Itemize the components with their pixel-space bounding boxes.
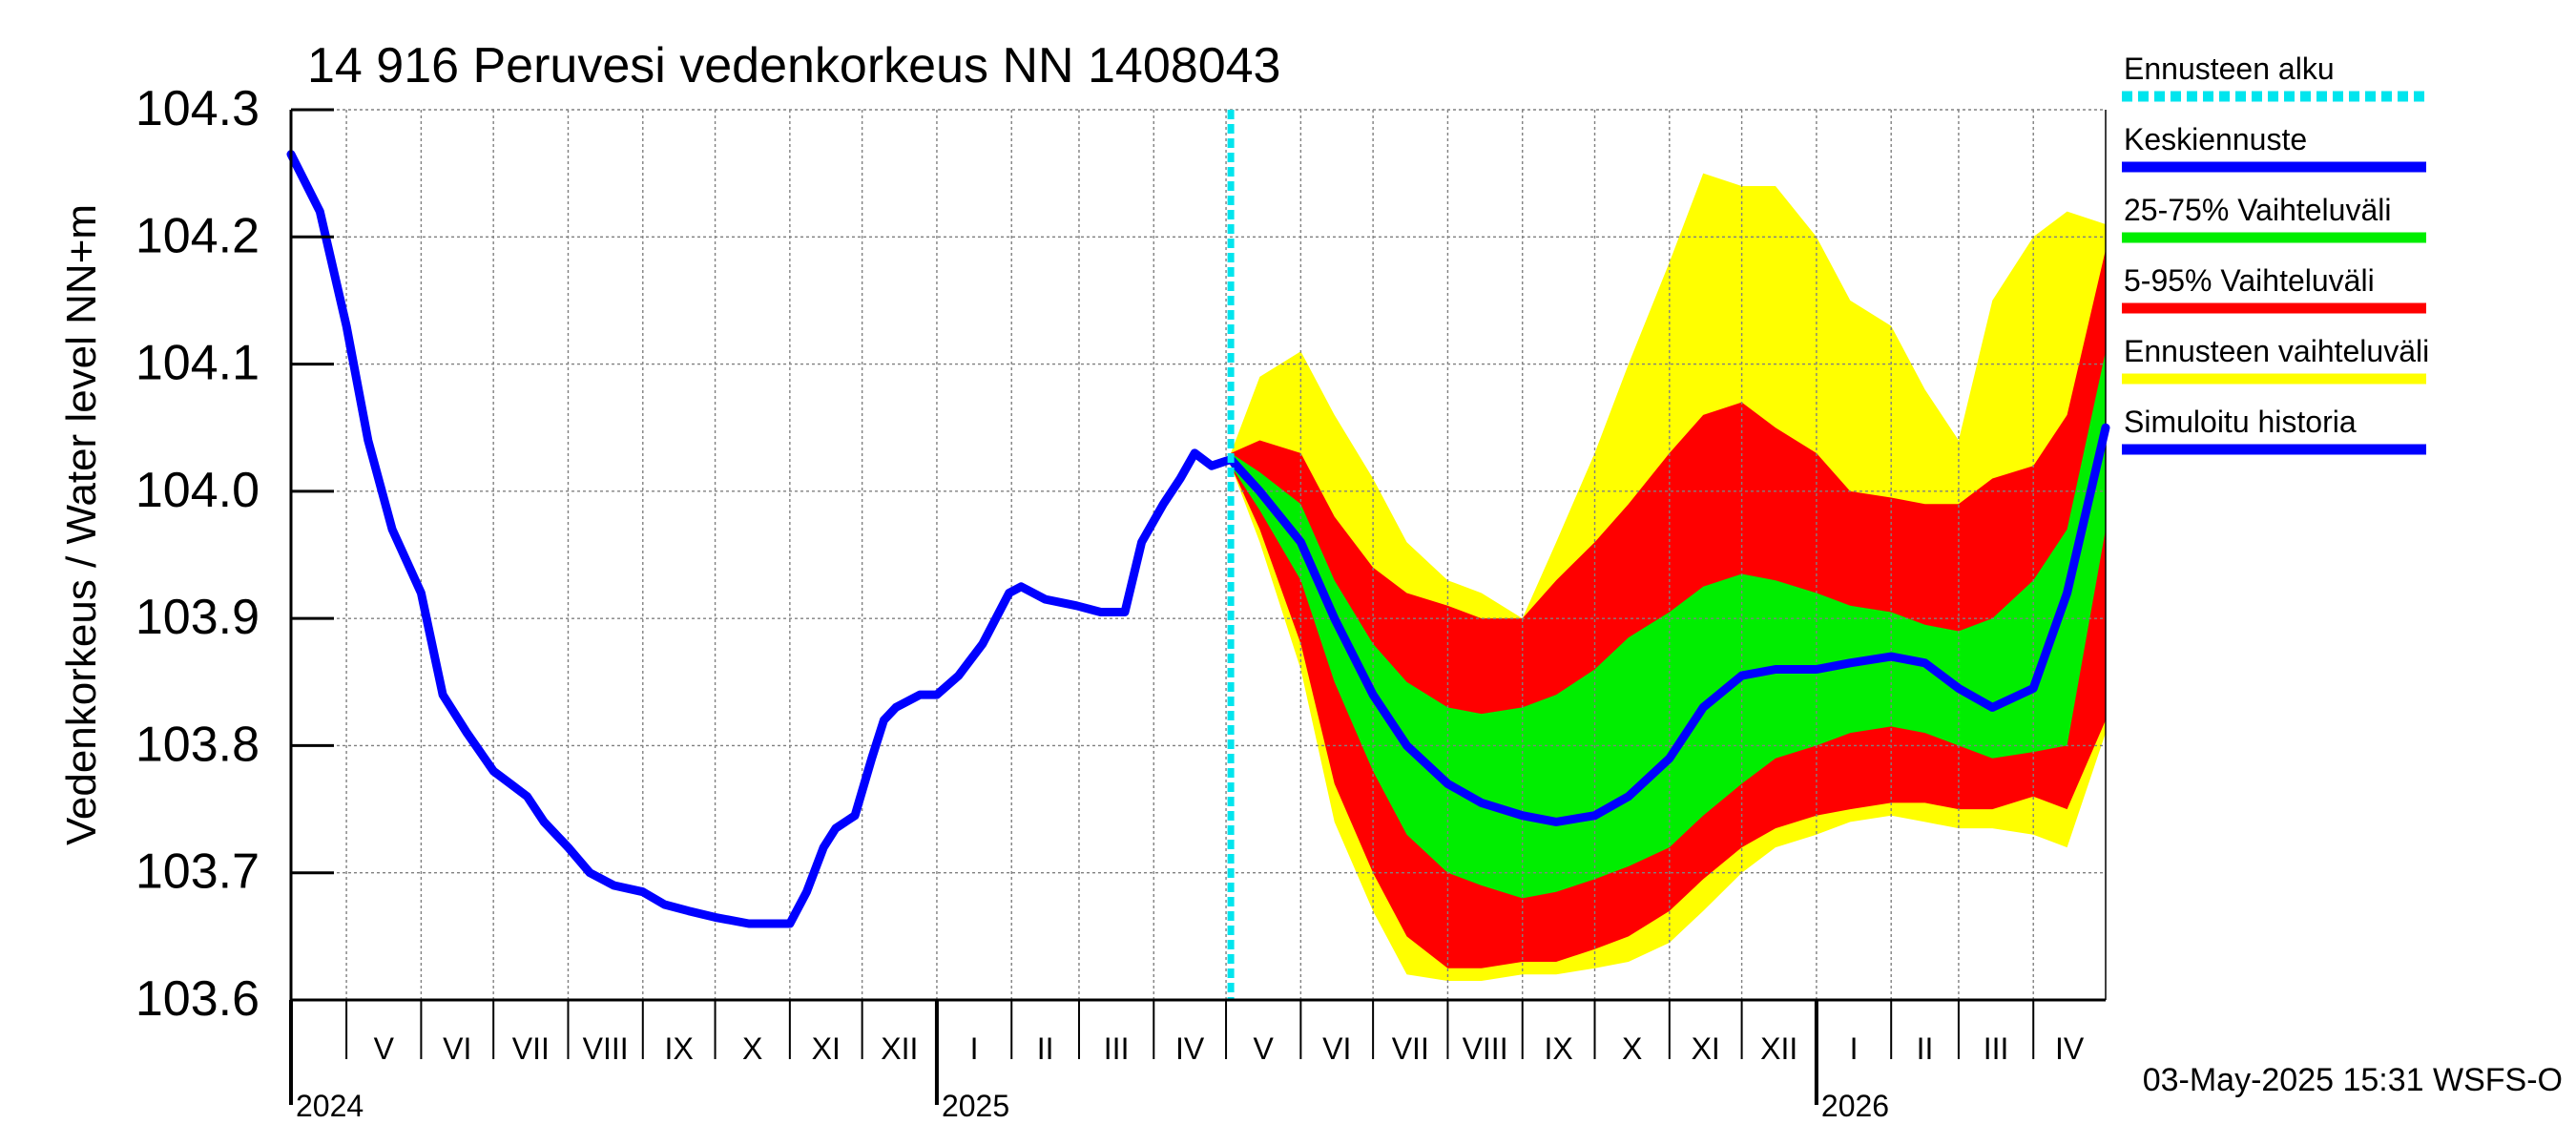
y-tick-label-6: 104.2	[135, 208, 260, 263]
month-label-2: VII	[512, 1031, 550, 1066]
legend-label-5: Simuloitu historia	[2124, 405, 2357, 439]
month-label-8: I	[970, 1031, 979, 1066]
month-label-17: X	[1622, 1031, 1642, 1066]
month-label-23: IV	[2055, 1031, 2085, 1066]
month-label-13: VI	[1322, 1031, 1351, 1066]
year-label-2: 2026	[1821, 1089, 1889, 1123]
month-label-15: VIII	[1463, 1031, 1508, 1066]
legend-label-4: Ennusteen vaihteluväli	[2124, 334, 2429, 368]
chart-title: 14 916 Peruvesi vedenkorkeus NN 1408043	[307, 38, 1280, 94]
y-tick-label-3: 103.9	[135, 590, 260, 645]
month-label-22: III	[1984, 1031, 2009, 1066]
month-label-1: VI	[443, 1031, 471, 1066]
legend-label-1: Keskiennuste	[2124, 122, 2307, 156]
month-label-0: V	[374, 1031, 395, 1066]
y-tick-label-5: 104.1	[135, 336, 260, 391]
year-label-0: 2024	[296, 1089, 364, 1123]
month-label-20: I	[1850, 1031, 1859, 1066]
y-tick-label-4: 104.0	[135, 463, 260, 518]
y-axis-label: Vedenkorkeus / Water level NN+m	[58, 204, 105, 845]
legend-label-3: 5-95% Vaihteluväli	[2124, 263, 2375, 298]
y-tick-label-7: 104.3	[135, 81, 260, 136]
series-line-1	[1226, 423, 2110, 826]
month-label-9: II	[1037, 1031, 1054, 1066]
month-label-11: IV	[1175, 1031, 1205, 1066]
month-label-10: III	[1104, 1031, 1130, 1066]
month-label-18: XI	[1692, 1031, 1720, 1066]
month-label-6: XI	[812, 1031, 841, 1066]
month-label-16: IX	[1545, 1031, 1573, 1066]
y-tick-label-1: 103.7	[135, 844, 260, 900]
month-label-3: VIII	[583, 1031, 629, 1066]
y-tick-label-2: 103.8	[135, 717, 260, 772]
month-label-19: XII	[1760, 1031, 1797, 1066]
month-label-14: VII	[1392, 1031, 1429, 1066]
band-2	[1231, 351, 2106, 899]
month-label-7: XII	[881, 1031, 918, 1066]
y-tick-label-0: 103.6	[135, 971, 260, 1027]
year-label-1: 2025	[942, 1089, 1009, 1123]
legend-label-2: 25-75% Vaihteluväli	[2124, 193, 2391, 227]
month-label-21: II	[1917, 1031, 1934, 1066]
month-label-4: IX	[665, 1031, 694, 1066]
series-line-0	[286, 150, 1236, 928]
legend-label-0: Ennusteen alku	[2124, 52, 2335, 86]
month-label-12: V	[1254, 1031, 1275, 1066]
footer-timestamp: 03-May-2025 15:31 WSFS-O	[2143, 1062, 2563, 1098]
month-label-5: X	[742, 1031, 762, 1066]
